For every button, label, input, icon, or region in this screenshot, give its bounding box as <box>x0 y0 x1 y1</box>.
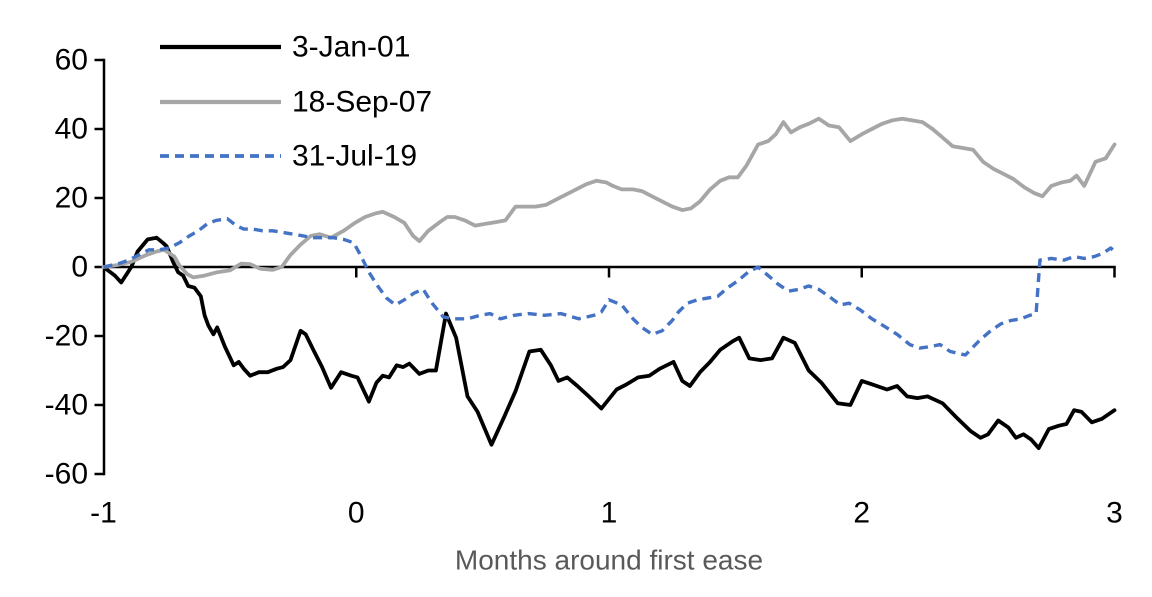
legend-label: 18-Sep-07 <box>292 86 432 119</box>
legend: 3-Jan-01 18-Sep-07 31-Jul-19 <box>160 31 432 173</box>
x-tick-label: 1 <box>601 497 618 530</box>
legend-label: 31-Jul-19 <box>292 140 417 173</box>
x-tick-label: 0 <box>348 497 365 530</box>
legend-label: 3-Jan-01 <box>292 31 410 64</box>
x-tick-label: 2 <box>853 497 870 530</box>
y-tick-label: -60 <box>45 458 88 491</box>
series-line-3-jan-01 <box>101 235 1117 450</box>
x-tick-label: -1 <box>90 497 117 530</box>
y-tick-label: 20 <box>55 182 88 215</box>
y-tick-label: 40 <box>55 113 88 146</box>
legend-item: 31-Jul-19 <box>160 140 417 173</box>
legend-item: 18-Sep-07 <box>160 86 432 119</box>
y-tick-label: -40 <box>45 389 88 422</box>
y-tick-label: 0 <box>71 251 88 284</box>
y-tick-label: 60 <box>55 44 88 77</box>
series-line-18-sep-07 <box>101 116 1117 280</box>
y-tick-label: -20 <box>45 320 88 353</box>
x-tick-label: 3 <box>1106 497 1123 530</box>
legend-item: 3-Jan-01 <box>160 31 410 64</box>
x-axis-title: Months around first ease <box>455 545 763 576</box>
